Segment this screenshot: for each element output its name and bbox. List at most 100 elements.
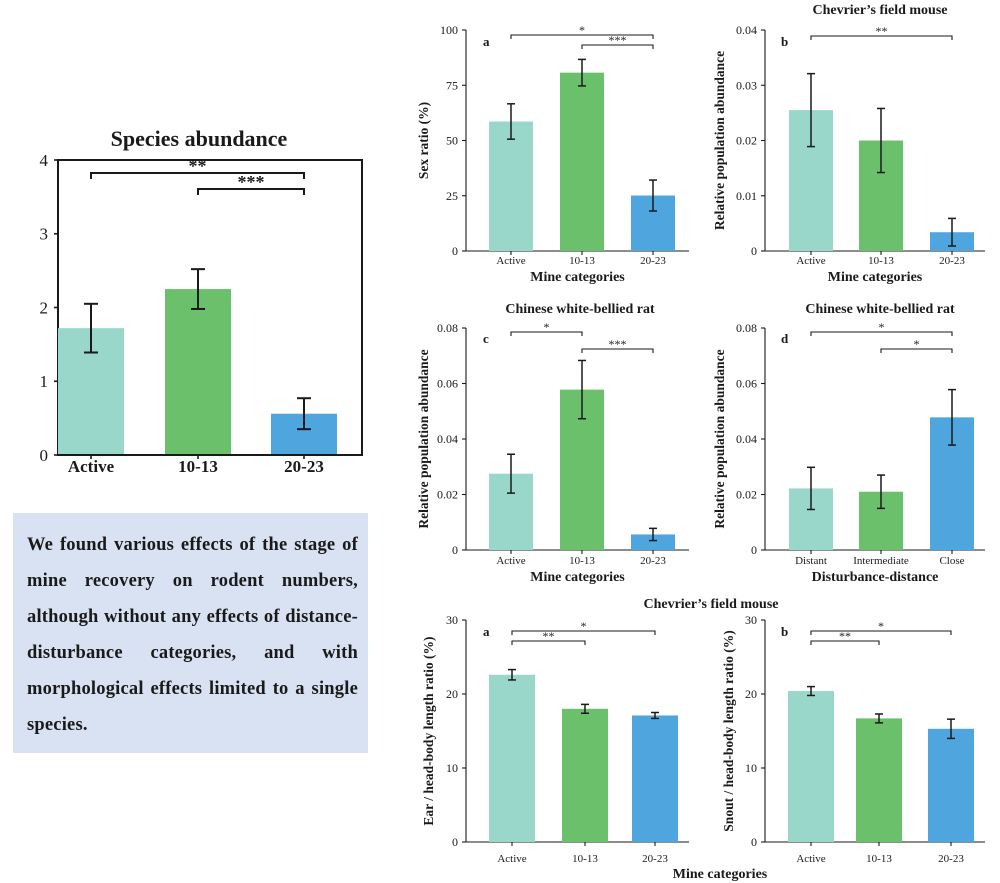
significance-bracket — [810, 640, 880, 645]
x-tick-label: 20-23 — [938, 853, 964, 865]
y-tick-label: 0.02 — [736, 134, 757, 148]
y-tick-label: 3 — [40, 225, 49, 244]
chart-title: Species abundance — [111, 126, 288, 151]
bar-10-13 — [165, 289, 231, 454]
significance-label: ** — [839, 629, 851, 643]
significance-label: ** — [189, 156, 207, 176]
chart-title: Chevrier’s field mouse — [812, 3, 947, 18]
y-tick-label: 0 — [751, 244, 757, 258]
significance-label: * — [579, 23, 585, 37]
panel-label: d — [781, 331, 789, 346]
x-tick-label: 10-13 — [572, 853, 598, 865]
y-tick-label: 30 — [446, 613, 458, 627]
significance-bracket — [581, 348, 654, 353]
y-tick-label: 0 — [40, 446, 49, 465]
y-tick-label: 10 — [745, 761, 757, 775]
y-tick-label: 20 — [745, 687, 757, 701]
x-tick-label: 20-23 — [939, 255, 965, 267]
x-axis-label: Disturbance-distance — [812, 570, 939, 585]
x-tick-label: Active — [496, 555, 525, 567]
chart-panel-2: 0 0.01 0.02 0.03 0.04 Active 10-13 20-23 ** Chevr… — [712, 3, 985, 285]
chart-title: Chinese white-bellied rat — [505, 302, 655, 317]
y-tick-label: 0.03 — [736, 78, 757, 92]
significance-bracket — [810, 35, 953, 40]
bar-20-23 — [928, 728, 974, 842]
bar-20-23 — [632, 715, 678, 842]
significance-bracket — [880, 348, 953, 353]
y-tick-label: 0.04 — [736, 23, 757, 37]
bar-active — [489, 674, 535, 842]
significance-bracket — [810, 630, 952, 635]
bar-active — [788, 691, 834, 842]
x-tick-label: Active — [496, 255, 525, 267]
y-axis-label: Relative population abundance — [712, 51, 727, 230]
y-tick-label: 0.02 — [736, 488, 757, 502]
y-tick-label: 30 — [745, 613, 757, 627]
bar-10-13 — [562, 708, 608, 842]
y-tick-label: 25 — [446, 189, 458, 203]
panel-label: b — [781, 624, 788, 639]
y-tick-label: 20 — [446, 687, 458, 701]
x-tick-label: Active — [497, 853, 526, 865]
significance-label: ** — [543, 629, 555, 643]
panel-label: c — [483, 331, 489, 346]
summary-box: We found various effects of the stage of… — [13, 513, 368, 753]
y-axis-label: Relative population abundance — [416, 349, 431, 528]
y-tick-label: 0 — [751, 835, 757, 849]
x-tick-label: 10-13 — [178, 457, 218, 476]
y-tick-label: 0.01 — [736, 189, 757, 203]
bar-10-13 — [856, 718, 902, 842]
bar-active — [489, 121, 533, 251]
x-tick-label: 20-23 — [284, 457, 324, 476]
significance-bracket — [510, 331, 583, 336]
x-axis-label: Mine categories — [828, 270, 923, 285]
significance-bracket — [581, 44, 654, 49]
significance-label: ** — [876, 24, 888, 38]
y-tick-label: 0.02 — [437, 488, 458, 502]
x-tick-label: 20-23 — [640, 255, 666, 267]
y-tick-label: 50 — [446, 134, 458, 148]
y-tick-label: 0.08 — [736, 321, 757, 335]
x-axis-label: Mine categories — [530, 570, 625, 585]
y-tick-label: 75 — [446, 78, 458, 92]
significance-label: *** — [609, 33, 627, 47]
panel-label: a — [483, 624, 490, 639]
significance-label: * — [914, 337, 920, 351]
panel-label: b — [781, 34, 788, 49]
y-axis-label: Relative population abundance — [712, 349, 727, 528]
x-tick-label: 20-23 — [642, 853, 668, 865]
y-tick-label: 0.06 — [736, 377, 757, 391]
x-tick-label: Intermediate — [853, 555, 909, 567]
significance-label: * — [581, 619, 587, 633]
x-tick-label: 10-13 — [569, 255, 595, 267]
bar-10-13 — [560, 72, 604, 251]
x-axis-label: Mine categories — [530, 270, 625, 285]
y-axis-label: Ear / head-body length ratio (%) — [421, 636, 436, 825]
y-tick-label: 1 — [40, 372, 49, 391]
significance-label: *** — [238, 172, 265, 192]
significance-bracket — [810, 331, 953, 336]
x-tick-label: 10-13 — [866, 853, 892, 865]
x-tick-label: Close — [939, 555, 964, 567]
y-tick-label: 0 — [751, 543, 757, 557]
x-tick-label: Distant — [795, 555, 827, 567]
y-axis-label: Snout / head-body length ratio (%) — [721, 630, 736, 831]
x-tick-label: 10-13 — [868, 255, 894, 267]
y-tick-label: 0 — [452, 244, 458, 258]
bar-20-23 — [631, 534, 675, 550]
significance-label: * — [544, 320, 550, 334]
x-tick-label: 20-23 — [640, 555, 666, 567]
x-tick-label: Active — [68, 457, 115, 476]
y-tick-label: 0.04 — [736, 432, 757, 446]
panel-label: a — [483, 34, 490, 49]
y-tick-label: 10 — [446, 761, 458, 775]
summary-text: We found various effects of the stage of… — [27, 535, 358, 735]
x-tick-label: Active — [796, 255, 825, 267]
significance-bracket — [510, 34, 654, 39]
y-tick-label: 0.04 — [437, 432, 458, 446]
y-axis-label: Sex ratio (%) — [416, 102, 431, 179]
